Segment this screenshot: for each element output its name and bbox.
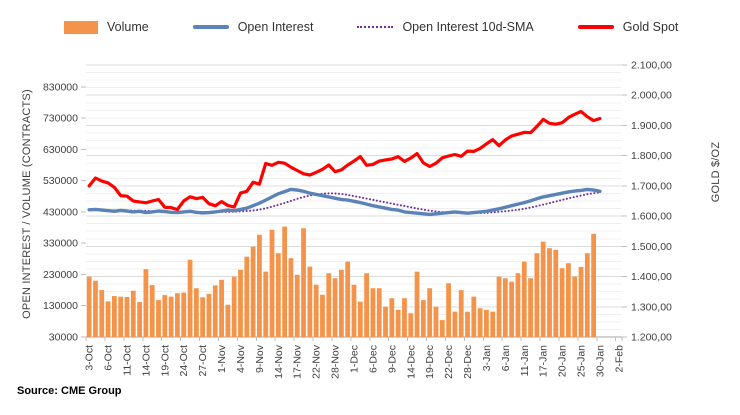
svg-text:22-Nov: 22-Nov	[311, 344, 323, 379]
svg-text:1.600,00: 1.600,00	[631, 211, 672, 223]
svg-text:14-Nov: 14-Nov	[273, 344, 285, 379]
svg-text:11-Jan: 11-Jan	[519, 345, 531, 376]
legend-label: Volume	[107, 20, 149, 34]
legend-label: Open Interest	[237, 20, 314, 34]
svg-text:14-Oct: 14-Oct	[140, 345, 152, 377]
legend-swatch	[64, 20, 98, 34]
svg-text:1.300,00: 1.300,00	[631, 301, 672, 313]
svg-text:730000: 730000	[43, 113, 78, 125]
svg-text:1.800,00: 1.800,00	[631, 150, 672, 162]
svg-text:20-Jan: 20-Jan	[557, 345, 569, 377]
svg-text:27-Oct: 27-Oct	[197, 345, 209, 377]
svg-text:2.100,00: 2.100,00	[631, 60, 672, 72]
svg-text:28-Nov: 28-Nov	[330, 344, 342, 379]
svg-text:9-Nov: 9-Nov	[254, 344, 266, 373]
volume-bars	[86, 226, 597, 337]
x-axis-ticks: 3-Oct 6-Oct 11-Oct 14-Oct 19-Oct 24-Oct 27-Oct…	[84, 337, 625, 379]
svg-text:4-Nov: 4-Nov	[235, 344, 247, 373]
right-axis-title: GOLD $/OZ	[710, 141, 722, 203]
svg-text:130000: 130000	[43, 300, 78, 312]
svg-text:3-Jan: 3-Jan	[481, 345, 493, 371]
svg-text:30000: 30000	[49, 332, 78, 344]
svg-text:9-Dec: 9-Dec	[386, 345, 398, 373]
open-interest-line	[87, 187, 602, 217]
legend-label: Open Interest 10d-SMA	[402, 20, 534, 34]
svg-text:1-Dec: 1-Dec	[349, 345, 361, 373]
left-axis-title: OPEN INTEREST / VOLUME (CONTRACTS)	[21, 89, 33, 319]
svg-text:1.700,00: 1.700,00	[631, 180, 672, 192]
svg-text:830000: 830000	[43, 81, 78, 93]
svg-text:230000: 230000	[43, 269, 78, 281]
svg-text:22-Dec: 22-Dec	[443, 345, 455, 379]
legend-label: Gold Spot	[622, 20, 679, 34]
gold-spot-line	[87, 109, 602, 212]
svg-text:17-Nov: 17-Nov	[292, 344, 304, 379]
legend-swatch	[357, 26, 394, 28]
legend-swatch	[577, 25, 614, 29]
right-axis-ticks: 1.200,00 1.300,00 1.400,00 1.500,00 1.600,00…	[622, 60, 672, 344]
svg-text:11-Oct: 11-Oct	[121, 345, 133, 376]
svg-text:630000: 630000	[43, 144, 78, 156]
svg-text:19-Oct: 19-Oct	[159, 345, 171, 377]
svg-text:6-Oct: 6-Oct	[103, 345, 115, 371]
svg-text:24-Oct: 24-Oct	[178, 345, 190, 377]
left-axis-ticks: 30000 130000 230000 330000 430000 530000 63000…	[43, 81, 86, 344]
svg-text:2.000,00: 2.000,00	[631, 90, 672, 102]
svg-text:430000: 430000	[43, 206, 78, 218]
svg-text:1-Nov: 1-Nov	[216, 344, 228, 373]
svg-text:1.900,00: 1.900,00	[631, 120, 672, 132]
svg-text:6-Jan: 6-Jan	[500, 345, 512, 371]
legend-swatch	[192, 25, 229, 29]
svg-text:14-Dec: 14-Dec	[405, 345, 417, 379]
svg-text:2-Feb: 2-Feb	[613, 345, 625, 373]
source-note: Source: CME Group	[17, 385, 122, 397]
svg-text:1.200,00: 1.200,00	[631, 332, 672, 344]
svg-text:330000: 330000	[43, 238, 78, 250]
svg-text:6-Dec: 6-Dec	[367, 345, 379, 373]
legend-item-open-interest: Open Interest	[192, 20, 314, 34]
svg-text:25-Jan: 25-Jan	[576, 345, 588, 377]
legend-item-gold-spot: Gold Spot	[577, 20, 679, 34]
svg-text:530000: 530000	[43, 175, 78, 187]
svg-text:28-Dec: 28-Dec	[462, 345, 474, 379]
svg-text:3-Oct: 3-Oct	[84, 345, 96, 371]
legend-item-open-interest-10d-sma: Open Interest 10d-SMA	[357, 20, 534, 34]
svg-text:17-Jan: 17-Jan	[538, 345, 550, 377]
legend-item-volume: Volume	[64, 20, 149, 34]
chart-legend: Volume Open Interest Open Interest 10d-SMA…	[64, 20, 678, 34]
svg-text:1.500,00: 1.500,00	[631, 241, 672, 253]
svg-text:1.400,00: 1.400,00	[631, 271, 672, 283]
svg-text:19-Dec: 19-Dec	[424, 345, 436, 379]
svg-text:30-Jan: 30-Jan	[594, 345, 606, 377]
